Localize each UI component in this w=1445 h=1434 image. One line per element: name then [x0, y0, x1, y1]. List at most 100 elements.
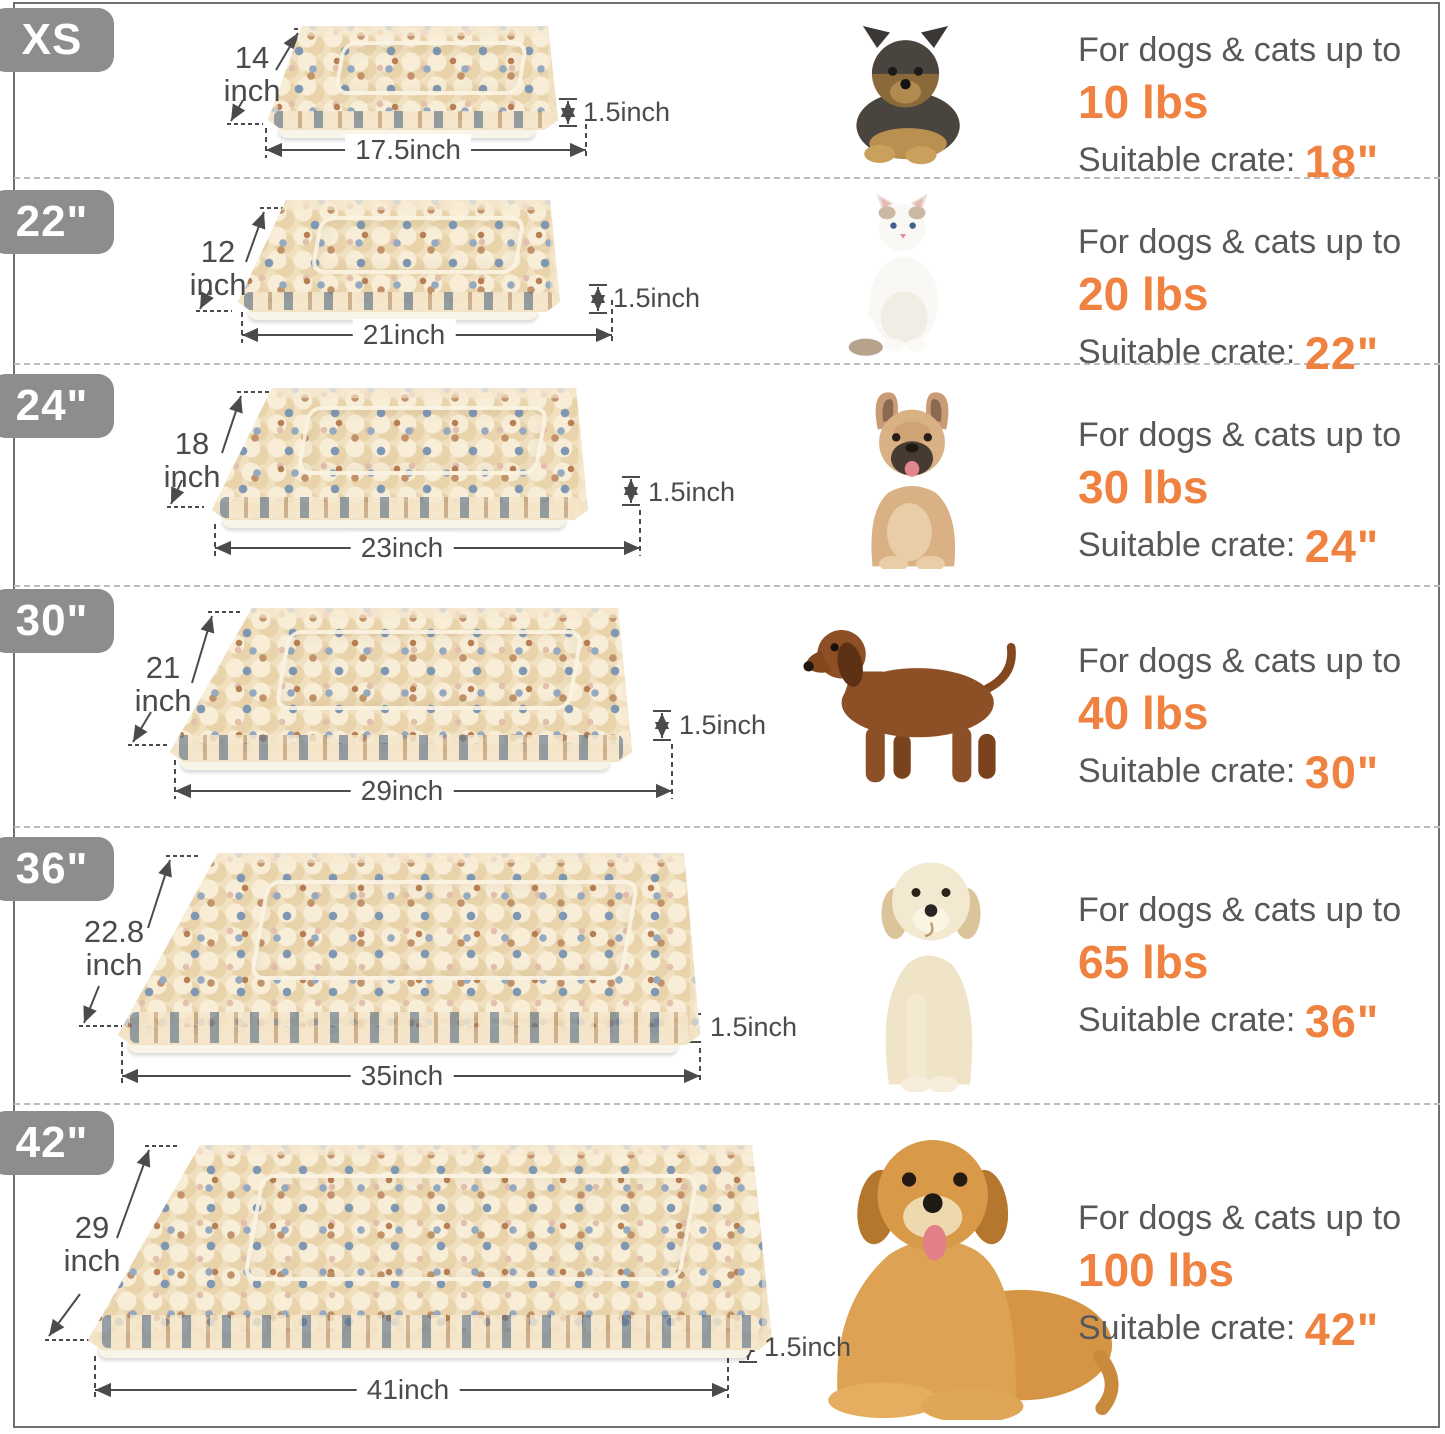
- mat-depth-value: 14: [234, 40, 270, 75]
- info-intro-text: For dogs & cats up to: [1078, 642, 1402, 680]
- mat-top-surface: [238, 200, 560, 312]
- crate-mat-photo: [212, 388, 588, 528]
- size-badge: 36": [0, 837, 114, 901]
- mat-depth-value: 22.8: [83, 914, 145, 949]
- info-intro-text: For dogs & cats up to: [1078, 891, 1402, 929]
- mat-depth-value: 21: [145, 650, 181, 685]
- info-crate-label: Suitable crate:: [1078, 140, 1305, 179]
- mat-depth-unit: inch: [163, 458, 221, 494]
- crate-mat-photo: [88, 1145, 772, 1358]
- size-badge: 42": [0, 1111, 114, 1175]
- pet-photo-french-bulldog: [833, 383, 991, 569]
- mat-depth-unit: inch: [85, 946, 143, 982]
- mat-width-dimension: 17.5inch: [345, 134, 471, 166]
- mat-thickness-dimension: 1.5inch: [679, 710, 767, 740]
- info-crate-label: Suitable crate:: [1078, 1000, 1305, 1039]
- mat-inner-panel: [296, 406, 549, 476]
- mat-depth-dimension: 29 inch: [63, 1210, 121, 1278]
- pet-photo-white-cat: [838, 188, 966, 360]
- info-crate-size: 18": [1304, 135, 1380, 187]
- info-intro-text: For dogs & cats up to: [1078, 223, 1402, 261]
- pet-photo-golden-retriever-puppy: [838, 840, 1018, 1092]
- info-crate-text: Suitable crate: 18": [1078, 136, 1401, 188]
- info-crate-text: Suitable crate: 30": [1078, 747, 1401, 799]
- row-separator: [14, 585, 1440, 587]
- info-crate-size: 36": [1304, 995, 1380, 1047]
- mat-thickness-dimension: 1.5inch: [710, 1012, 798, 1042]
- info-crate-size: 22": [1304, 327, 1380, 379]
- info-weight-text: 65 lbs: [1078, 935, 1209, 988]
- info-intro-text: For dogs & cats up to: [1078, 416, 1402, 454]
- info-crate-size: 42": [1304, 1303, 1380, 1355]
- mat-width-dimension: 29inch: [350, 775, 454, 807]
- pet-photo-dachshund: [800, 602, 1025, 810]
- mat-depth-value: 18: [174, 426, 210, 461]
- size-badge-label: 22": [15, 197, 89, 246]
- size-info-block: For dogs & cats up to 10 lbs Suitable cr…: [1078, 30, 1401, 188]
- mat-top-surface: [88, 1145, 772, 1350]
- size-badge-label: 30": [15, 596, 89, 645]
- crate-mat-photo: [238, 200, 560, 320]
- crate-mat-photo: [170, 608, 632, 770]
- mat-depth-dimension: 21 inch: [134, 650, 192, 718]
- row-separator: [14, 1103, 1440, 1105]
- info-weight-text: 30 lbs: [1078, 460, 1209, 513]
- info-crate-text: Suitable crate: 42": [1078, 1304, 1401, 1356]
- info-intro-text: For dogs & cats up to: [1078, 1199, 1402, 1237]
- size-info-block: For dogs & cats up to 20 lbs Suitable cr…: [1078, 222, 1401, 380]
- size-badge-label: 24": [15, 381, 89, 430]
- size-badge-label: 42": [15, 1118, 89, 1167]
- mat-width-dimension: 41inch: [356, 1374, 460, 1406]
- size-badge-label: XS: [21, 15, 83, 64]
- mat-depth-dimension: 12 inch: [189, 234, 247, 302]
- mat-width-dimension: 23inch: [350, 532, 454, 564]
- pet-photo-golden-retriever: [775, 1120, 1120, 1420]
- info-crate-text: Suitable crate: 24": [1078, 521, 1401, 573]
- size-info-block: For dogs & cats up to 100 lbs Suitable c…: [1078, 1198, 1401, 1356]
- info-crate-label: Suitable crate:: [1078, 332, 1305, 371]
- mat-thickness-dimension: 1.5inch: [583, 97, 671, 127]
- size-info-block: For dogs & cats up to 65 lbs Suitable cr…: [1078, 890, 1401, 1048]
- info-crate-text: Suitable crate: 36": [1078, 996, 1401, 1048]
- mat-top-surface: [170, 608, 632, 762]
- mat-inner-panel: [242, 1173, 700, 1281]
- mat-depth-unit: inch: [134, 682, 192, 718]
- mat-inner-panel: [310, 215, 527, 274]
- info-weight-text: 20 lbs: [1078, 267, 1209, 320]
- mat-inner-panel: [248, 879, 639, 980]
- mat-depth-value: 12: [200, 234, 236, 269]
- size-badge: 24": [0, 374, 114, 438]
- size-badge-label: 36": [15, 844, 89, 893]
- info-crate-size: 30": [1304, 746, 1380, 798]
- mat-depth-dimension: 14 inch: [223, 40, 281, 108]
- info-crate-text: Suitable crate: 22": [1078, 328, 1401, 380]
- mat-top-surface: [212, 388, 588, 520]
- info-weight-text: 10 lbs: [1078, 75, 1209, 128]
- row-separator: [14, 826, 1440, 828]
- size-badge: 30": [0, 589, 114, 653]
- info-crate-label: Suitable crate:: [1078, 525, 1305, 564]
- info-crate-label: Suitable crate:: [1078, 751, 1305, 790]
- size-badge: 22": [0, 190, 114, 254]
- mat-thickness-dimension: 1.5inch: [613, 283, 701, 313]
- info-weight-text: 100 lbs: [1078, 1243, 1234, 1296]
- size-info-block: For dogs & cats up to 30 lbs Suitable cr…: [1078, 415, 1401, 573]
- info-intro-text: For dogs & cats up to: [1078, 31, 1402, 69]
- crate-mat-photo: [268, 26, 558, 138]
- mat-inner-panel: [273, 629, 584, 710]
- crate-mat-photo: [118, 853, 700, 1053]
- row-separator: [14, 363, 1440, 365]
- info-weight-text: 40 lbs: [1078, 686, 1209, 739]
- mat-depth-unit: inch: [189, 266, 247, 302]
- mat-thickness-dimension: 1.5inch: [764, 1332, 852, 1362]
- mat-depth-unit: inch: [223, 72, 281, 108]
- info-crate-size: 24": [1304, 520, 1380, 572]
- mat-inner-panel: [332, 40, 528, 95]
- size-badge: XS: [0, 8, 114, 72]
- mat-depth-dimension: 18 inch: [163, 426, 221, 494]
- mat-depth-unit: inch: [63, 1242, 121, 1278]
- mat-top-surface: [268, 26, 558, 130]
- mat-depth-value: 29: [74, 1210, 110, 1245]
- mat-top-surface: [118, 853, 700, 1045]
